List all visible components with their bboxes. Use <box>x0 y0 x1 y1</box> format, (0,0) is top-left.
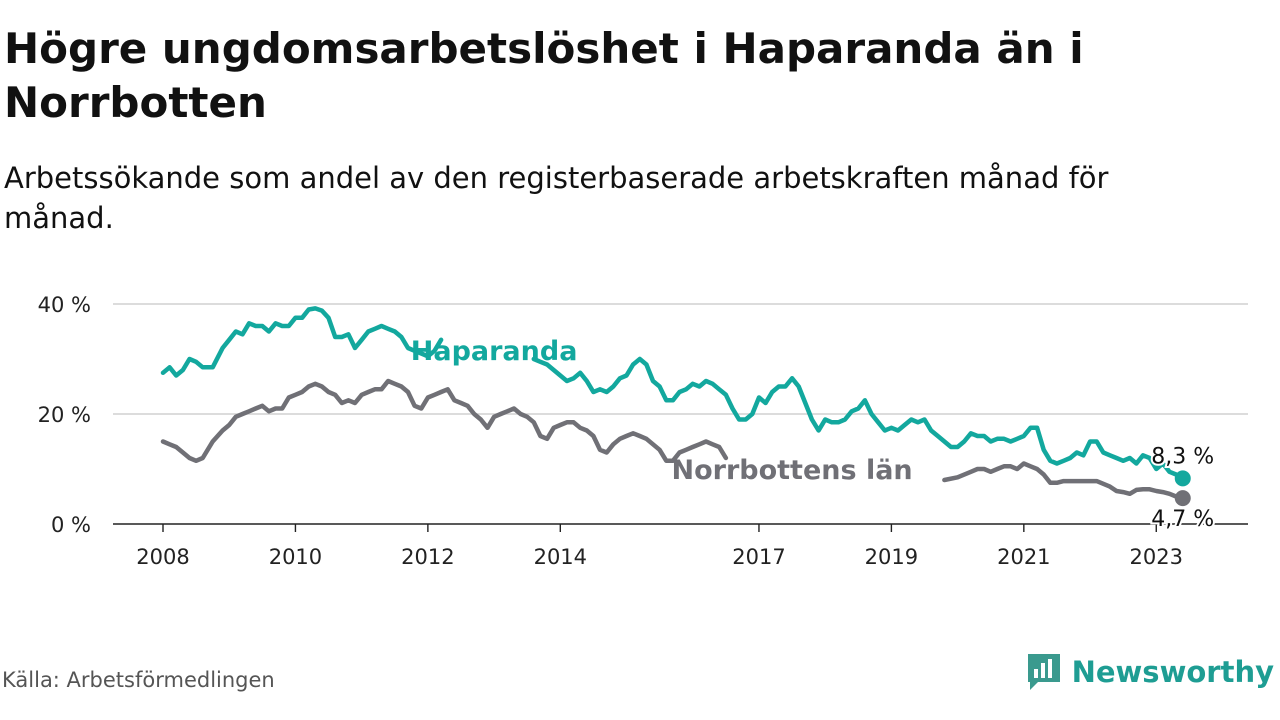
grid-layer: 0 % 20 % 40 % 2008 2010 2012 2014 2017 2019 2021 2… <box>38 293 1248 569</box>
chart-subtitle: Arbetssökande som andel av den registerb… <box>4 161 1109 235</box>
series-end-label: 4,7 % <box>1151 507 1214 532</box>
series-layer <box>160 306 1191 507</box>
series-label: Haparanda <box>411 336 578 367</box>
x-tick-label: 2010 <box>269 545 322 569</box>
series-label: Norrbottens län <box>671 455 912 486</box>
x-tick-label: 2014 <box>534 545 587 569</box>
series-end-point <box>1174 470 1191 487</box>
label-layer: 8,3 % 4,7 % Haparanda Norrbottens län <box>411 336 1216 534</box>
x-tick-label: 2023 <box>1130 545 1183 569</box>
series-end-label: 8,3 % <box>1151 444 1214 469</box>
series-line-norrbotten <box>942 461 1186 501</box>
brand-logo[interactable]: Newsworthy <box>1026 652 1274 692</box>
bar-chart-icon <box>1027 654 1060 690</box>
y-tick-label: 40 % <box>38 293 91 317</box>
x-tick-label: 2012 <box>401 545 454 569</box>
brand-name: Newsworthy <box>1071 655 1274 689</box>
x-tick-label: 2017 <box>732 545 785 569</box>
y-tick-label: 0 % <box>51 513 91 537</box>
series-line-norrbotten <box>160 378 729 464</box>
y-tick-label: 20 % <box>38 403 91 427</box>
source-note: Källa: Arbetsförmedlingen <box>2 668 275 692</box>
series-end-point <box>1174 490 1191 507</box>
x-tick-label: 2019 <box>865 545 918 569</box>
x-tick-label: 2021 <box>997 545 1050 569</box>
series-line-haparanda <box>160 306 444 378</box>
chart-title: Högre ungdomsarbetslöshet i Haparanda än… <box>4 24 1084 127</box>
line-chart: 0 % 20 % 40 % 2008 2010 2012 2014 2017 2019 2021 2… <box>38 293 1248 569</box>
series-line-haparanda <box>531 356 1186 481</box>
x-tick-label: 2008 <box>136 545 189 569</box>
